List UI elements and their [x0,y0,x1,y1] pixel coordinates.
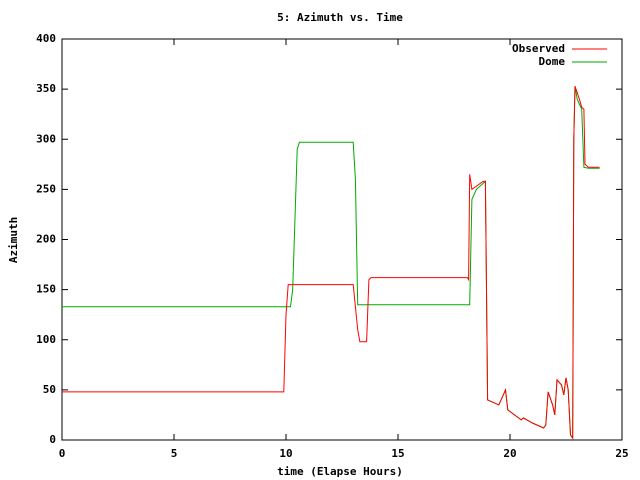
x-tick-label: 15 [391,447,404,460]
x-tick-label: 0 [59,447,66,460]
y-tick-label: 0 [49,433,56,446]
y-tick-label: 100 [36,333,56,346]
plot-frame [61,38,623,441]
x-axis-label: time (Elapse Hours) [277,465,403,478]
x-tick-label: 25 [615,447,628,460]
y-tick-label: 150 [36,283,56,296]
x-tick-label: 10 [279,447,292,460]
y-tick-label: 400 [36,32,56,45]
y-tick-label: 250 [36,182,56,195]
legend-label: Dome [539,55,566,68]
y-tick-label: 50 [43,383,56,396]
x-tick-label: 20 [503,447,516,460]
chart-title: 5: Azimuth vs. Time [277,11,403,24]
y-axis-label: Azimuth [7,217,20,263]
y-tick-label: 200 [36,233,56,246]
y-tick-label: 350 [36,82,56,95]
legend-label: Observed [512,42,565,55]
x-tick-label: 5 [171,447,178,460]
data-line [62,86,600,440]
y-tick-label: 300 [36,132,56,145]
data-line [62,85,600,440]
